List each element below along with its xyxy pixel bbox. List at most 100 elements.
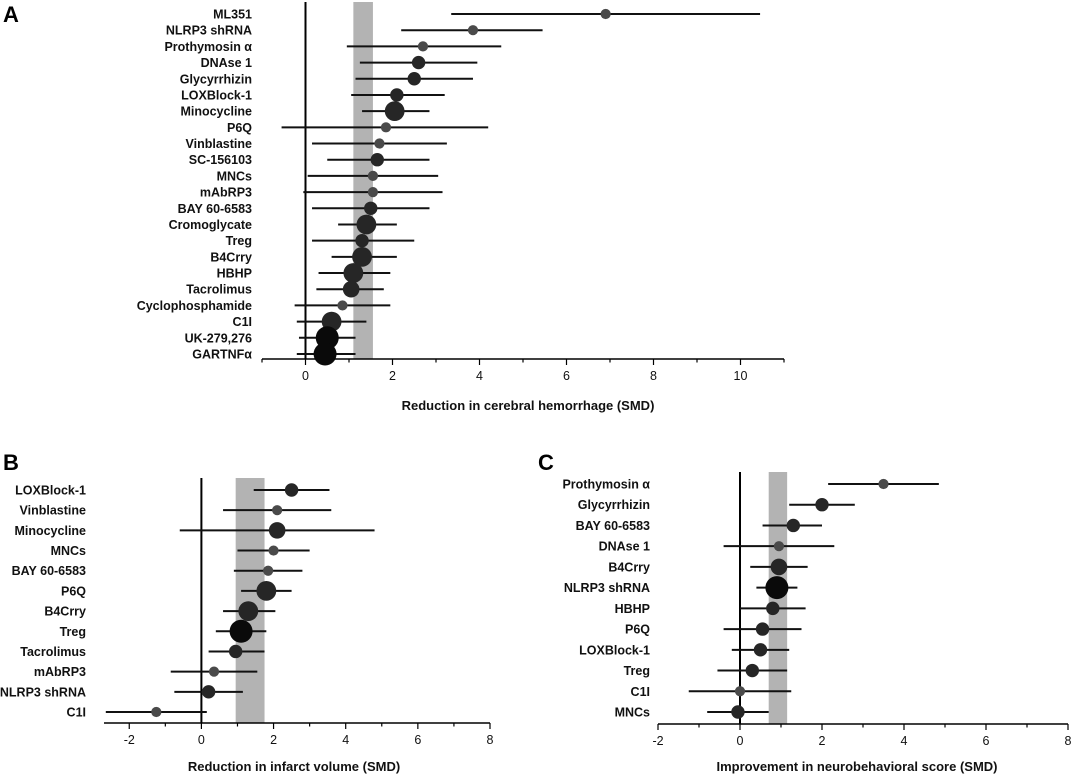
study-label-a: SC-156103 [189,153,252,167]
study-label-b: Minocycline [14,524,86,538]
study-label-a: ML351 [213,8,252,22]
study-label-a: B4Crry [210,250,252,264]
x-tick-label-c: -2 [652,734,663,748]
effect-point-a [407,72,421,86]
study-label-c: LOXBlock-1 [579,643,650,657]
x-tick-label-b: 8 [487,733,494,747]
x-tick-label-c: 8 [1065,734,1072,748]
study-label-a: Cromoglycate [169,218,252,232]
effect-point-c [745,663,759,678]
study-label-b: Vinblastine [20,504,87,518]
x-tick-label-a: 6 [563,369,570,383]
effect-point-b [208,666,220,677]
effect-point-b [228,644,243,659]
x-tick-label-c: 2 [819,734,826,748]
x-tick-label-a: 4 [476,369,483,383]
effect-point-c [878,478,889,490]
effect-point-a [337,300,348,311]
effect-point-b [263,565,274,576]
study-label-b: LOXBlock-1 [15,484,86,498]
panel-letter-b: B [3,450,19,475]
study-label-a: MNCs [217,169,252,183]
study-label-b: mAbRP3 [34,665,86,679]
x-tick-label-b: 0 [198,733,205,747]
study-label-b: Treg [60,625,86,639]
effect-point-a [384,101,405,122]
effect-point-a [356,214,377,235]
effect-point-a [380,122,392,133]
study-label-b: MNCs [51,544,86,558]
effect-point-a [313,342,337,366]
study-label-c: NLRP3 shRNA [564,581,650,595]
x-axis-title-a: Reduction in cerebral hemorrhage (SMD) [402,398,655,413]
effect-point-a [411,55,426,70]
panel-letter-c: C [538,450,554,475]
x-tick-label-c: 4 [901,734,908,748]
effect-point-c [770,558,788,576]
x-tick-label-c: 0 [737,734,744,748]
study-label-a: GARTNFα [192,348,252,362]
effect-point-a [367,186,379,198]
study-label-a: BAY 60-6583 [178,202,252,216]
effect-point-b [201,685,216,699]
effect-point-c [773,541,785,552]
effect-point-a [352,246,372,267]
x-tick-label-a: 8 [650,369,657,383]
effect-point-c [765,576,789,600]
x-tick-label-a: 10 [734,369,748,383]
study-label-c: BAY 60-6583 [576,519,650,533]
study-label-a: Prothymosin α [164,40,252,54]
x-tick-label-a: 2 [389,369,396,383]
study-label-c: P6Q [625,623,650,637]
study-label-c: Treg [624,664,650,678]
study-label-a: Tacrolimus [186,283,252,297]
study-label-b: B4Crry [44,605,86,619]
x-tick-label-b: 2 [270,733,277,747]
study-label-c: B4Crry [608,560,650,574]
panel-letter-a: A [3,2,19,27]
study-label-a: UK-279,276 [185,331,252,345]
effect-point-c [786,518,800,533]
study-label-a: Treg [226,234,252,248]
pooled-band-b [235,478,265,723]
effect-point-a [370,153,384,167]
study-label-b: NLRP3 shRNA [0,685,86,699]
x-tick-label-b: -2 [124,733,135,747]
effect-point-b [256,581,277,601]
study-label-b: C1I [67,706,86,720]
effect-point-b [238,601,259,621]
study-label-a: Vinblastine [186,137,253,151]
effect-point-b [272,505,283,516]
study-label-c: DNAse 1 [599,540,650,554]
effect-point-b [229,619,253,643]
effect-point-a [374,138,385,149]
study-label-a: LOXBlock-1 [181,88,252,102]
study-label-c: Prothymosin α [562,478,650,492]
study-label-a: NLRP3 shRNA [166,24,252,38]
study-label-a: Cyclophosphamide [137,299,252,313]
study-label-a: HBHP [217,267,252,281]
x-tick-label-a: 0 [302,369,309,383]
effect-point-c [731,705,745,719]
study-label-b: P6Q [61,584,86,598]
effect-point-a [342,280,360,298]
effect-point-a [417,41,429,52]
effect-point-c [734,686,746,697]
x-tick-label-b: 4 [342,733,349,747]
x-tick-label-c: 6 [983,734,990,748]
study-label-c: Glycyrrhizin [578,498,650,512]
effect-point-a [367,170,379,182]
study-label-c: C1I [631,685,650,699]
effect-point-c [753,643,768,657]
study-label-c: HBHP [615,602,650,616]
effect-point-b [284,483,299,497]
effect-point-c [815,498,829,512]
study-label-b: BAY 60-6583 [12,564,86,578]
study-label-a: DNAse 1 [201,56,252,70]
effect-point-b [268,522,286,539]
study-label-a: Glycyrrhizin [180,72,252,86]
effect-point-a [355,233,369,248]
study-label-b: Tacrolimus [20,645,86,659]
effect-point-b [151,706,162,718]
